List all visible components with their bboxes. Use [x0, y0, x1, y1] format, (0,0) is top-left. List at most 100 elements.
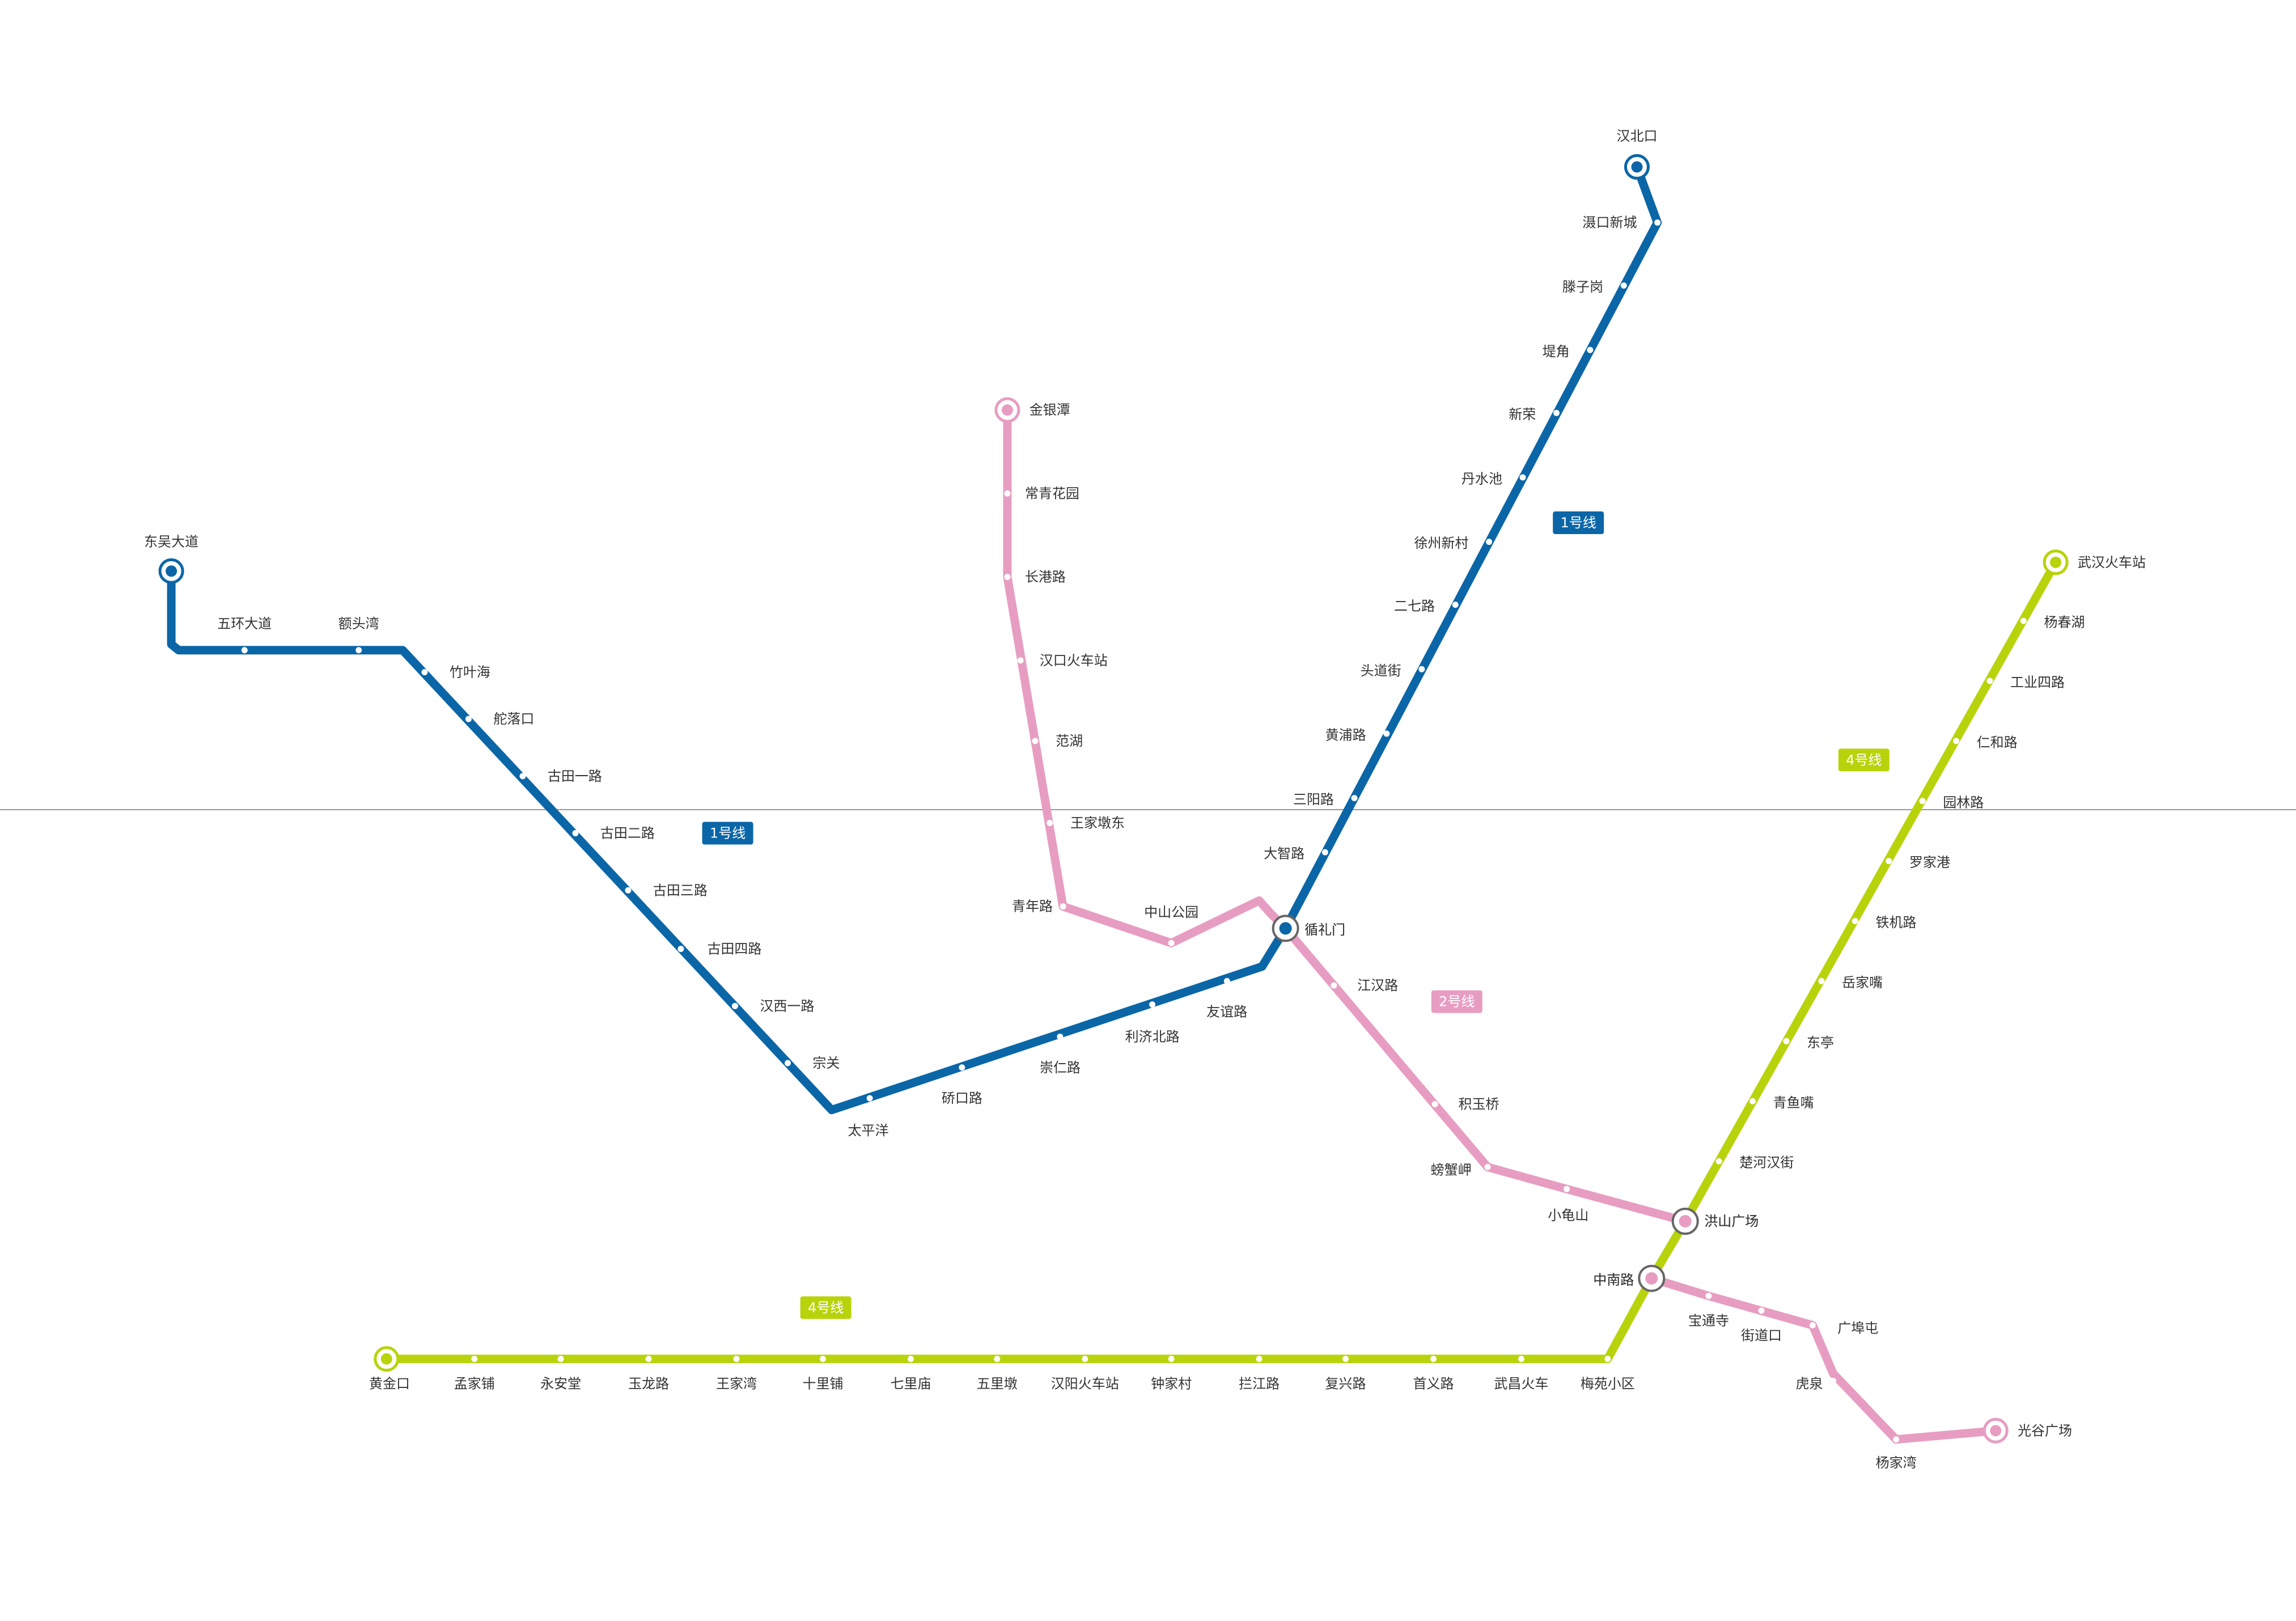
station-label[interactable]: 五里墩 — [977, 1376, 1018, 1392]
line-1-station-dot[interactable] — [866, 1095, 873, 1102]
line-4-station-dot[interactable] — [733, 1356, 740, 1362]
station-label[interactable]: 宗关 — [812, 1055, 840, 1071]
station-label[interactable]: 洪山广场 — [1704, 1213, 1759, 1229]
station-label[interactable]: 永安堂 — [540, 1376, 581, 1392]
station-label[interactable]: 头道街 — [1361, 663, 1401, 679]
line-1-station-dot[interactable] — [1149, 1001, 1156, 1008]
station-label[interactable]: 利济北路 — [1125, 1029, 1180, 1045]
line-2-station-dot[interactable] — [1047, 819, 1053, 826]
line-4-station-dot[interactable] — [1168, 1356, 1175, 1362]
line-1-station-dot[interactable] — [677, 946, 684, 953]
station-label[interactable]: 街道口 — [1741, 1327, 1782, 1343]
line-4-station-dot[interactable] — [1715, 1158, 1722, 1165]
line-4-station-dot[interactable] — [1256, 1356, 1263, 1362]
station-label[interactable]: 额头湾 — [338, 616, 379, 632]
station-label[interactable]: 园林路 — [1943, 794, 1984, 810]
station-label[interactable]: 滕子岗 — [1562, 279, 1603, 295]
line-1-station-dot[interactable] — [1383, 730, 1390, 737]
station-label[interactable]: 滠口新城 — [1582, 215, 1637, 231]
line-2-station-dot[interactable] — [1758, 1307, 1765, 1314]
station-label[interactable]: 常青花园 — [1025, 485, 1079, 501]
station-label[interactable]: 黄金口 — [369, 1376, 410, 1392]
station-label[interactable]: 循礼门 — [1304, 922, 1345, 938]
line-1-station-dot[interactable] — [519, 773, 526, 780]
line-2-station-dot[interactable] — [1017, 657, 1024, 664]
station-label[interactable]: 小龟山 — [1548, 1208, 1588, 1224]
line-4-station-dot[interactable] — [2020, 617, 2027, 624]
station-label[interactable]: 武昌火车 — [1494, 1376, 1548, 1392]
station-label[interactable]: 工业四路 — [2010, 675, 2065, 691]
line-4-station-dot[interactable] — [1818, 977, 1825, 984]
line-2-station-dot[interactable] — [1809, 1322, 1816, 1328]
line-1-station-dot[interactable] — [732, 1002, 739, 1009]
line-1-station-dot[interactable] — [1620, 282, 1627, 289]
station-label[interactable]: 竹叶海 — [450, 664, 490, 680]
station-label[interactable]: 铁机路 — [1875, 915, 1916, 930]
line-1-station-dot[interactable] — [1553, 409, 1560, 416]
station-label[interactable]: 三阳路 — [1293, 792, 1334, 807]
line-4-station-dot[interactable] — [1430, 1356, 1437, 1362]
station-label[interactable]: 江汉路 — [1357, 977, 1398, 993]
station-label[interactable]: 杨家湾 — [1876, 1455, 1917, 1471]
line-4-station-dot[interactable] — [471, 1356, 478, 1362]
station-label[interactable]: 十里铺 — [802, 1376, 843, 1392]
station-label[interactable]: 岳家嘴 — [1842, 975, 1883, 991]
station-label[interactable]: 古田一路 — [548, 768, 602, 784]
station-label[interactable]: 中山公园 — [1144, 904, 1198, 920]
station-label[interactable]: 积玉桥 — [1458, 1096, 1499, 1112]
line-1-station-dot[interactable] — [784, 1060, 791, 1066]
line-4-station-dot[interactable] — [1952, 738, 1959, 744]
station-label[interactable]: 螃蟹岬 — [1431, 1162, 1472, 1178]
station-label[interactable]: 汉西一路 — [760, 998, 814, 1014]
station-label[interactable]: 徐州新村 — [1414, 535, 1468, 551]
line-2-station-dot[interactable] — [1563, 1186, 1570, 1192]
station-label[interactable]: 长港路 — [1025, 569, 1066, 585]
line-1-station-dot[interactable] — [1587, 346, 1594, 353]
station-label[interactable]: 杨春湖 — [2044, 615, 2085, 630]
station-label[interactable]: 五环大道 — [217, 616, 272, 632]
station-label[interactable]: 古田四路 — [707, 941, 761, 957]
station-label[interactable]: 大智路 — [1264, 846, 1304, 862]
station-label[interactable]: 新荣 — [1509, 407, 1536, 422]
line-2-station-dot[interactable] — [1168, 939, 1175, 946]
station-label[interactable]: 古田二路 — [600, 826, 655, 841]
station-label[interactable]: 宝通寺 — [1688, 1313, 1729, 1329]
line-4-station-dot[interactable] — [557, 1356, 564, 1362]
line-2-station-dot[interactable] — [1830, 1377, 1837, 1384]
line-2-station-dot[interactable] — [1032, 738, 1039, 744]
line-1-station-dot[interactable] — [355, 647, 362, 654]
line-4-station-dot[interactable] — [1518, 1356, 1524, 1362]
station-label[interactable]: 光谷广场 — [2018, 1423, 2072, 1438]
station-label[interactable]: 楚河汉街 — [1739, 1155, 1794, 1171]
line-2-station-dot[interactable] — [1004, 490, 1011, 497]
station-label[interactable]: 罗家港 — [1909, 854, 1950, 870]
line-4-station-dot[interactable] — [645, 1356, 652, 1362]
station-label[interactable]: 七里庙 — [890, 1376, 931, 1392]
station-label[interactable]: 王家墩东 — [1070, 815, 1125, 831]
line-4-station-dot[interactable] — [1919, 798, 1926, 805]
line-2-station-dot[interactable] — [1893, 1436, 1900, 1443]
line-4-station-dot[interactable] — [907, 1356, 914, 1362]
station-label[interactable]: 汉阳火车站 — [1051, 1376, 1119, 1392]
line-2-station-dot[interactable] — [1004, 574, 1011, 581]
station-label[interactable]: 舵落口 — [493, 711, 534, 727]
line-1-station-dot[interactable] — [1418, 666, 1425, 672]
line-4-station-dot[interactable] — [819, 1356, 826, 1362]
station-label[interactable]: 玉龙路 — [628, 1376, 669, 1392]
station-label[interactable]: 循礼门 — [1304, 922, 1345, 938]
station-label[interactable]: 友谊路 — [1206, 1004, 1247, 1020]
station-label[interactable]: 王家湾 — [716, 1376, 757, 1392]
line-1-station-dot[interactable] — [1321, 849, 1328, 856]
line-1-station-dot[interactable] — [241, 647, 248, 654]
line-4-station-dot[interactable] — [1852, 918, 1858, 925]
station-label[interactable]: 汉口火车站 — [1040, 653, 1108, 668]
station-label[interactable]: 中南路 — [1593, 1272, 1634, 1288]
line-2-station-dot[interactable] — [1331, 982, 1337, 989]
line-4-station-dot[interactable] — [1082, 1356, 1088, 1362]
line-4-station-dot[interactable] — [1986, 678, 1993, 684]
line-4-station-dot[interactable] — [1342, 1356, 1349, 1362]
line-1-station-dot[interactable] — [1351, 795, 1358, 802]
line-4-station-dot[interactable] — [1604, 1356, 1611, 1362]
station-label[interactable]: 黄浦路 — [1325, 727, 1366, 743]
station-label[interactable]: 钟家村 — [1151, 1376, 1192, 1392]
